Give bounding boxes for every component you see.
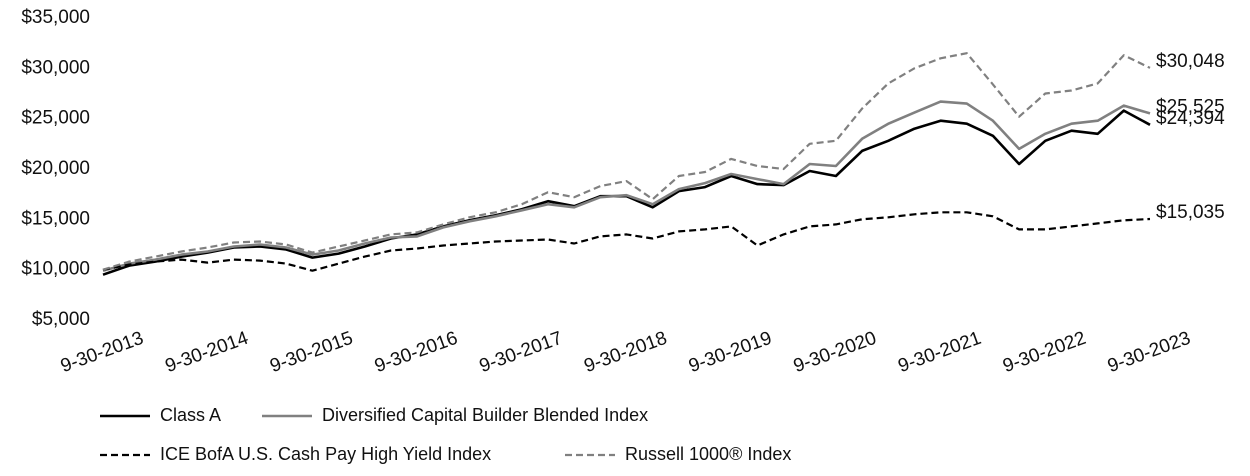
x-tick-label: 9-30-2013 xyxy=(58,328,147,377)
legend-label: Russell 1000® Index xyxy=(625,444,791,464)
value-label: $30,048 xyxy=(1156,51,1225,72)
value-label: $24,394 xyxy=(1156,108,1225,129)
x-tick-label: 9-30-2017 xyxy=(477,328,566,377)
y-tick-label: $25,000 xyxy=(21,108,90,129)
value-label: $15,035 xyxy=(1156,202,1225,223)
series-line xyxy=(102,100,1151,272)
y-tick-label: $15,000 xyxy=(21,208,90,229)
legend-label: Diversified Capital Builder Blended Inde… xyxy=(322,405,648,425)
series-line xyxy=(102,109,1151,276)
x-tick-label: 9-30-2023 xyxy=(1105,328,1194,377)
legend-label: Class A xyxy=(160,405,221,425)
series-line xyxy=(102,211,1151,272)
x-tick-label: 9-30-2015 xyxy=(267,328,356,377)
x-tick-label: 9-30-2022 xyxy=(1000,328,1089,377)
y-tick-label: $20,000 xyxy=(21,158,90,179)
legend: Class A Diversified Capital Builder Blend… xyxy=(100,405,791,464)
x-tick-label: 9-30-2020 xyxy=(791,328,880,377)
value-label: $25,525 xyxy=(1156,96,1225,117)
y-tick-label: $30,000 xyxy=(21,57,90,78)
x-tick-label: 9-30-2018 xyxy=(581,328,670,377)
x-tick-label: 9-30-2016 xyxy=(372,328,461,377)
series-line xyxy=(102,52,1151,271)
legend-label: ICE BofA U.S. Cash Pay High Yield Index xyxy=(160,444,491,464)
y-tick-label: $5,000 xyxy=(32,309,90,330)
x-tick-label: 9-30-2021 xyxy=(895,328,984,377)
x-tick-label: 9-30-2019 xyxy=(686,328,775,377)
y-tick-label: $10,000 xyxy=(21,259,90,280)
x-tick-label: 9-30-2014 xyxy=(163,328,252,378)
y-tick-label: $35,000 xyxy=(21,7,90,28)
